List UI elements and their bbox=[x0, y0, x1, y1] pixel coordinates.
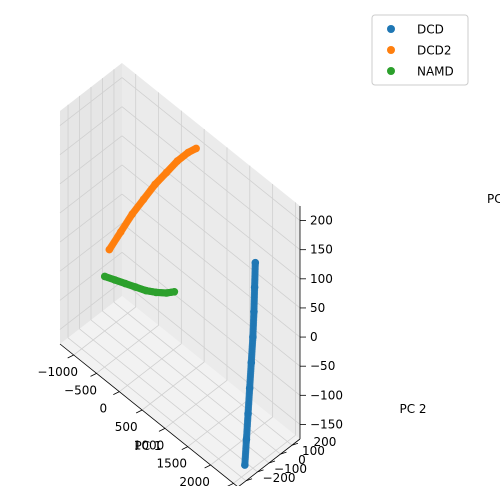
x-tick-mark-2 bbox=[113, 391, 120, 396]
dcd2-data-point-8 bbox=[192, 144, 200, 153]
z-gridline-back-5 bbox=[121, 135, 301, 280]
dcd2-data-point-5 bbox=[162, 168, 171, 177]
x-tick-mark-0 bbox=[67, 354, 74, 359]
legend-label-namd: NAMD bbox=[417, 65, 454, 79]
x-tick-label-4: 1000 bbox=[134, 438, 165, 452]
y-tick-mark-4 bbox=[291, 442, 299, 446]
z-axis-label: PC bbox=[487, 192, 500, 206]
z-gridline-left-5 bbox=[59, 135, 123, 185]
dcd2-data-point-2 bbox=[128, 210, 136, 218]
x-tick-mark-6 bbox=[204, 464, 211, 469]
y-tick-label-4: 200 bbox=[314, 435, 337, 449]
y-tick-mark-1 bbox=[257, 469, 264, 473]
dcd2-data-point-1 bbox=[116, 228, 125, 236]
dcd-data-point-5 bbox=[245, 384, 254, 393]
z-gridline-back-6 bbox=[121, 106, 301, 250]
namd-data-point-3 bbox=[131, 283, 140, 291]
namd-data-point-4 bbox=[142, 286, 150, 295]
legend: DCD DCD2 NAMD bbox=[371, 14, 469, 86]
z-gridline-left-6 bbox=[59, 106, 123, 156]
namd-data-point-7 bbox=[170, 287, 179, 296]
dcd-data-point-7 bbox=[242, 435, 251, 444]
namd-data-point-1 bbox=[111, 276, 119, 284]
dcd-data-point-3 bbox=[249, 333, 257, 341]
dcd-data-point-4 bbox=[247, 358, 256, 367]
z-gridline-left-4 bbox=[59, 164, 123, 214]
dcd-data-point-0 bbox=[251, 258, 260, 267]
y-axis-label: PC 2 bbox=[399, 402, 426, 416]
y-gridline-floor-0 bbox=[67, 337, 247, 482]
y-tick-mark-2 bbox=[268, 460, 276, 464]
namd-data-point-2 bbox=[121, 279, 130, 288]
z-gridline-left-1 bbox=[59, 251, 123, 301]
y-tick-label-0: −200 bbox=[263, 471, 296, 485]
legend-label-dcd2: DCD2 bbox=[417, 44, 452, 58]
legend-marker-namd bbox=[387, 67, 395, 75]
dcd2-data-point-0 bbox=[105, 245, 114, 254]
z-tick-label-3: 0 bbox=[310, 330, 318, 344]
series-namd bbox=[100, 272, 179, 297]
z-tick-label-2: −50 bbox=[310, 359, 335, 373]
x-axis-line bbox=[59, 343, 238, 486]
tick-labels: −1000−50005001000150020002500−200−100010… bbox=[37, 214, 343, 486]
z-tick-label-7: 200 bbox=[310, 214, 333, 228]
x-tick-label-0: −1000 bbox=[37, 365, 78, 379]
y-gridline-floor-4 bbox=[113, 301, 293, 446]
y-gridline-floor-2 bbox=[90, 319, 270, 464]
x-tick-mark-5 bbox=[181, 446, 188, 451]
y-tick-label-3: 100 bbox=[302, 444, 325, 458]
legend-marker-dcd2 bbox=[387, 46, 395, 54]
namd-data-point-0 bbox=[100, 272, 109, 281]
dcd-data-point-6 bbox=[244, 410, 252, 418]
z-gridline-left-7 bbox=[59, 77, 123, 126]
x-tick-label-5: 1500 bbox=[157, 457, 188, 471]
x-tick-mark-1 bbox=[90, 372, 97, 377]
data-points bbox=[100, 144, 260, 469]
z-tick-label-4: 50 bbox=[310, 301, 325, 315]
x-tick-label-1: −500 bbox=[64, 383, 97, 397]
z-tick-label-0: −150 bbox=[310, 417, 343, 431]
z-gridline-back-1 bbox=[121, 252, 301, 396]
z-gridline-left-2 bbox=[59, 222, 123, 272]
dcd2-data-point-4 bbox=[151, 180, 159, 189]
z-gridline-left-0 bbox=[59, 281, 123, 330]
z-gridline-back-2 bbox=[121, 222, 301, 367]
x-axis-label: PC 1 bbox=[134, 439, 161, 453]
y-tick-label-1: −100 bbox=[274, 462, 307, 476]
dcd-data-point-8 bbox=[241, 461, 249, 469]
y-tick-label-2: 0 bbox=[298, 453, 306, 467]
legend-label-dcd: DCD bbox=[417, 23, 444, 37]
y-gridline-floor-3 bbox=[102, 310, 281, 455]
z-tick-label-1: −100 bbox=[310, 388, 343, 402]
series-dcd bbox=[241, 258, 260, 469]
namd-data-point-5 bbox=[152, 288, 160, 297]
dcd2-data-point-7 bbox=[184, 148, 192, 157]
y-tick-mark-3 bbox=[280, 451, 287, 455]
legend-frame bbox=[371, 14, 469, 86]
y-gridline-floor-1 bbox=[79, 328, 258, 473]
dcd-data-point-1 bbox=[250, 283, 259, 292]
z-gridline-back-0 bbox=[121, 281, 301, 425]
z-tick-label-5: 100 bbox=[310, 272, 333, 286]
y-tick-mark-0 bbox=[245, 478, 253, 482]
dcd2-data-point-6 bbox=[173, 157, 182, 165]
dcd-data-point-2 bbox=[250, 307, 258, 316]
namd-data-point-6 bbox=[162, 289, 171, 297]
x-tick-label-2: 0 bbox=[100, 402, 108, 416]
x-tick-mark-4 bbox=[158, 427, 166, 432]
dcd2-data-point-3 bbox=[139, 195, 148, 204]
x-tick-label-3: 500 bbox=[115, 420, 138, 434]
legend-marker-dcd bbox=[387, 25, 395, 33]
z-gridline-left-3 bbox=[59, 193, 123, 243]
z-tick-label-6: 150 bbox=[310, 243, 333, 257]
z-gridline-back-7 bbox=[121, 77, 301, 221]
z-gridline-back-3 bbox=[121, 193, 301, 338]
x-tick-mark-3 bbox=[135, 409, 143, 414]
series-dcd2 bbox=[105, 144, 200, 254]
x-tick-label-6: 2000 bbox=[179, 475, 210, 486]
